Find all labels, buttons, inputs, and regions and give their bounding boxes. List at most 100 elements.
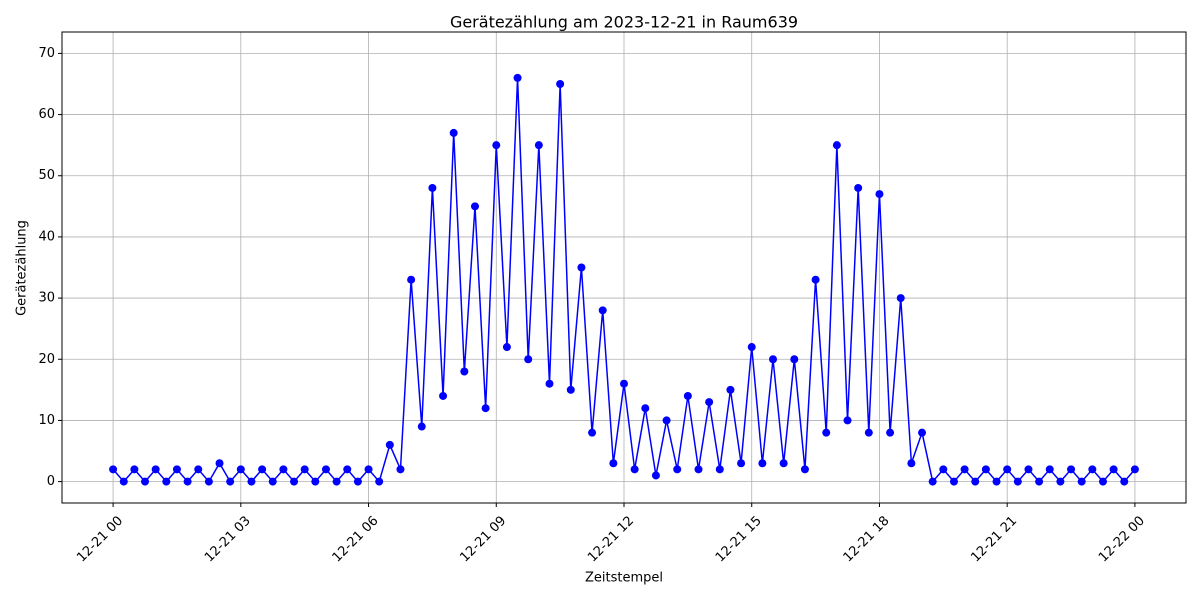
point	[598, 306, 607, 315]
point	[258, 465, 267, 474]
point	[204, 477, 213, 486]
point	[907, 459, 916, 468]
point	[513, 73, 522, 82]
y-tick-label: 10	[38, 413, 55, 428]
y-tick-label: 30	[38, 291, 55, 306]
point	[683, 391, 692, 400]
point	[226, 477, 235, 486]
point	[864, 428, 873, 437]
point	[960, 465, 969, 474]
point	[609, 459, 618, 468]
point	[300, 465, 309, 474]
point	[1120, 477, 1129, 486]
point	[1077, 477, 1086, 486]
point	[726, 385, 735, 394]
point	[1056, 477, 1065, 486]
point	[375, 477, 384, 486]
point	[641, 404, 650, 413]
point	[534, 141, 543, 150]
point	[758, 459, 767, 468]
point	[481, 404, 490, 413]
x-tick-label: 12-21 03	[202, 513, 254, 565]
point	[566, 385, 575, 394]
point	[470, 202, 479, 211]
point	[268, 477, 277, 486]
point	[779, 459, 788, 468]
x-axis-label: Zeitstempel	[585, 571, 663, 586]
point	[769, 355, 778, 364]
point	[343, 465, 352, 474]
point	[364, 465, 373, 474]
point	[353, 477, 362, 486]
point	[290, 477, 299, 486]
point	[321, 465, 330, 474]
point	[1003, 465, 1012, 474]
point	[502, 343, 511, 352]
point	[939, 465, 948, 474]
point	[449, 128, 458, 137]
point	[992, 477, 1001, 486]
point	[332, 477, 341, 486]
y-tick-label: 40	[38, 229, 55, 244]
point	[981, 465, 990, 474]
point	[822, 428, 831, 437]
x-tick-label: 12-21 21	[968, 513, 1020, 565]
point	[790, 355, 799, 364]
point	[215, 459, 224, 468]
point	[843, 416, 852, 425]
point	[556, 79, 565, 88]
point	[1024, 465, 1033, 474]
x-tick-label: 12-21 00	[74, 513, 126, 565]
point	[1098, 477, 1107, 486]
point	[588, 428, 597, 437]
point	[918, 428, 927, 437]
point	[439, 391, 448, 400]
point	[1045, 465, 1054, 474]
point	[1035, 477, 1044, 486]
point	[971, 477, 980, 486]
point	[886, 428, 895, 437]
point	[705, 398, 714, 407]
x-tick-label: 12-21 06	[330, 513, 382, 565]
point	[896, 294, 905, 303]
y-axis-label: Gerätezählung	[15, 220, 30, 316]
point	[747, 343, 756, 352]
point	[385, 440, 394, 449]
point	[811, 275, 820, 284]
x-tick-label: 12-22 00	[1096, 513, 1148, 565]
point	[151, 465, 160, 474]
point	[832, 141, 841, 150]
point	[1109, 465, 1118, 474]
y-tick-label: 20	[38, 352, 55, 367]
y-tick-label: 50	[38, 168, 55, 183]
point	[172, 465, 181, 474]
point	[311, 477, 320, 486]
point	[875, 190, 884, 199]
point	[662, 416, 671, 425]
point	[162, 477, 171, 486]
point	[428, 183, 437, 192]
plot-frame	[61, 31, 1187, 504]
point	[854, 183, 863, 192]
point	[460, 367, 469, 376]
point	[236, 465, 245, 474]
point	[396, 465, 405, 474]
point	[673, 465, 682, 474]
point	[630, 465, 639, 474]
point	[524, 355, 533, 364]
point	[247, 477, 256, 486]
point	[620, 379, 628, 388]
point	[1088, 465, 1097, 474]
x-tick-label: 12-21 15	[713, 513, 765, 565]
point	[737, 459, 746, 468]
point	[577, 263, 586, 272]
point	[109, 465, 118, 474]
point	[194, 465, 203, 474]
point	[1013, 477, 1022, 486]
point	[492, 141, 501, 150]
point	[279, 465, 288, 474]
y-tick-label: 70	[38, 46, 55, 61]
y-tick-label: 0	[47, 474, 55, 489]
point	[1067, 465, 1076, 474]
